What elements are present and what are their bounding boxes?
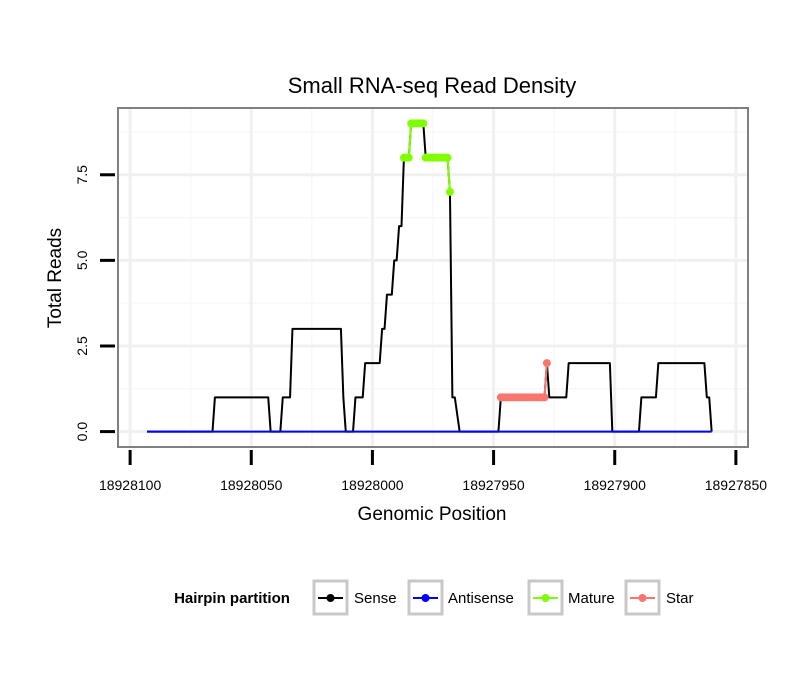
x-axis: 18928100 18928050 18928000 18927950 18927900… <box>99 450 767 493</box>
legend-item-antisense: Antisense <box>407 579 514 616</box>
legend-item-sense: Sense <box>312 579 397 616</box>
x-tick-label: 18927900 <box>584 477 647 493</box>
y-axis-label: Total Reads <box>45 228 66 328</box>
y-tick-label: 5.0 <box>74 250 90 270</box>
series-points <box>399 119 551 402</box>
star-point <box>540 393 549 402</box>
legend-label: Antisense <box>448 590 514 607</box>
x-tick-label: 18928050 <box>220 477 283 493</box>
x-tick-label: 18928000 <box>341 477 404 493</box>
plot-border <box>117 107 749 448</box>
star-point <box>542 359 551 368</box>
mature-point <box>443 153 452 162</box>
legend-key-point <box>326 594 335 602</box>
legend: Hairpin partition Sense Antisense Mature St… <box>174 579 694 616</box>
x-tick-label: 18927950 <box>462 477 525 493</box>
mature-point <box>419 119 428 128</box>
legend-label: Sense <box>354 590 397 607</box>
legend-label: Star <box>666 590 694 607</box>
legend-item-star: Star <box>624 579 694 616</box>
y-tick-label: 7.5 <box>74 165 90 185</box>
y-axis: 0.0 2.5 5.0 7.5 <box>74 165 115 441</box>
legend-key-point <box>638 594 647 602</box>
legend-label: Mature <box>568 590 615 607</box>
y-tick-label: 2.5 <box>74 336 90 356</box>
y-tick-label: 0.0 <box>74 422 90 442</box>
legend-key-point <box>541 594 550 602</box>
mature-point <box>404 153 413 162</box>
plot-panel <box>118 108 748 447</box>
x-axis-label: Genomic Position <box>358 504 507 525</box>
chart-title: Small RNA-seq Read Density <box>288 73 577 98</box>
x-tick-label: 18927850 <box>705 477 768 493</box>
legend-key-point <box>421 594 430 602</box>
mature-point <box>445 187 454 196</box>
legend-item-mature: Mature <box>527 579 615 616</box>
x-tick-label: 18928100 <box>99 477 162 493</box>
legend-title: Hairpin partition <box>174 590 290 607</box>
